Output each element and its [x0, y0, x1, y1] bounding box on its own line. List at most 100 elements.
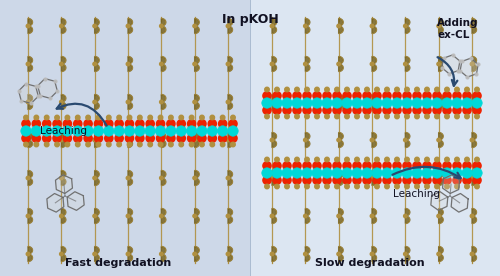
Polygon shape	[94, 246, 99, 254]
Circle shape	[218, 126, 228, 136]
Polygon shape	[162, 94, 166, 102]
Circle shape	[395, 87, 399, 92]
Circle shape	[403, 162, 411, 170]
Circle shape	[55, 142, 60, 147]
Circle shape	[26, 62, 30, 66]
Circle shape	[470, 24, 474, 28]
Circle shape	[404, 62, 407, 66]
Circle shape	[437, 176, 440, 180]
Polygon shape	[228, 64, 232, 71]
Circle shape	[188, 134, 196, 142]
Circle shape	[218, 120, 227, 128]
Polygon shape	[62, 64, 66, 71]
Circle shape	[305, 157, 309, 162]
Circle shape	[295, 157, 299, 162]
Circle shape	[138, 142, 142, 147]
Circle shape	[273, 162, 281, 170]
Circle shape	[115, 120, 123, 128]
Circle shape	[160, 100, 163, 104]
Circle shape	[210, 142, 214, 147]
Circle shape	[226, 24, 230, 28]
Circle shape	[42, 120, 51, 128]
Circle shape	[126, 138, 130, 142]
Circle shape	[304, 252, 307, 256]
Circle shape	[179, 115, 184, 120]
Circle shape	[435, 157, 440, 162]
Circle shape	[265, 184, 269, 189]
Circle shape	[304, 100, 307, 104]
Polygon shape	[94, 57, 99, 64]
Polygon shape	[128, 64, 132, 71]
Circle shape	[24, 142, 28, 147]
Polygon shape	[228, 254, 232, 261]
Circle shape	[375, 157, 380, 162]
Polygon shape	[306, 171, 310, 178]
Circle shape	[136, 134, 144, 142]
Polygon shape	[162, 216, 166, 224]
Circle shape	[304, 62, 307, 66]
Polygon shape	[228, 102, 232, 110]
Polygon shape	[162, 102, 166, 110]
Polygon shape	[128, 254, 132, 261]
Circle shape	[270, 176, 274, 180]
Polygon shape	[94, 140, 99, 147]
Circle shape	[315, 157, 320, 162]
Circle shape	[146, 134, 154, 142]
Polygon shape	[194, 57, 199, 64]
Circle shape	[382, 98, 392, 108]
Circle shape	[210, 115, 214, 120]
Polygon shape	[372, 18, 376, 26]
Polygon shape	[28, 171, 32, 178]
Circle shape	[337, 62, 340, 66]
Circle shape	[473, 92, 481, 100]
Circle shape	[263, 162, 271, 170]
Polygon shape	[272, 102, 276, 110]
Circle shape	[193, 100, 196, 104]
Polygon shape	[438, 140, 443, 147]
Polygon shape	[162, 132, 166, 140]
Circle shape	[65, 115, 70, 120]
Circle shape	[383, 162, 391, 170]
Circle shape	[305, 87, 309, 92]
Circle shape	[226, 100, 230, 104]
Circle shape	[333, 106, 341, 114]
Circle shape	[437, 252, 440, 256]
Circle shape	[455, 87, 459, 92]
Circle shape	[156, 120, 164, 128]
Circle shape	[473, 176, 481, 184]
Circle shape	[335, 157, 339, 162]
Circle shape	[138, 115, 142, 120]
Polygon shape	[128, 216, 132, 224]
Circle shape	[52, 126, 62, 136]
Circle shape	[167, 120, 175, 128]
Polygon shape	[194, 94, 199, 102]
Circle shape	[355, 87, 359, 92]
Polygon shape	[194, 18, 199, 26]
Circle shape	[385, 114, 389, 119]
Circle shape	[463, 162, 471, 170]
Polygon shape	[62, 208, 66, 216]
Polygon shape	[272, 64, 276, 71]
Circle shape	[34, 142, 38, 147]
Polygon shape	[460, 58, 478, 77]
Circle shape	[423, 162, 431, 170]
Polygon shape	[406, 246, 410, 254]
Polygon shape	[228, 57, 232, 64]
Polygon shape	[472, 254, 476, 261]
Polygon shape	[306, 246, 310, 254]
Circle shape	[470, 138, 474, 142]
Polygon shape	[338, 254, 343, 261]
Polygon shape	[372, 216, 376, 224]
Polygon shape	[306, 178, 310, 185]
Polygon shape	[306, 57, 310, 64]
Circle shape	[24, 115, 28, 120]
Circle shape	[370, 176, 374, 180]
Polygon shape	[406, 140, 410, 147]
Circle shape	[104, 126, 114, 136]
Circle shape	[160, 62, 163, 66]
Circle shape	[453, 106, 461, 114]
Polygon shape	[438, 102, 443, 110]
Circle shape	[363, 176, 371, 184]
Circle shape	[176, 126, 186, 136]
Circle shape	[345, 184, 349, 189]
